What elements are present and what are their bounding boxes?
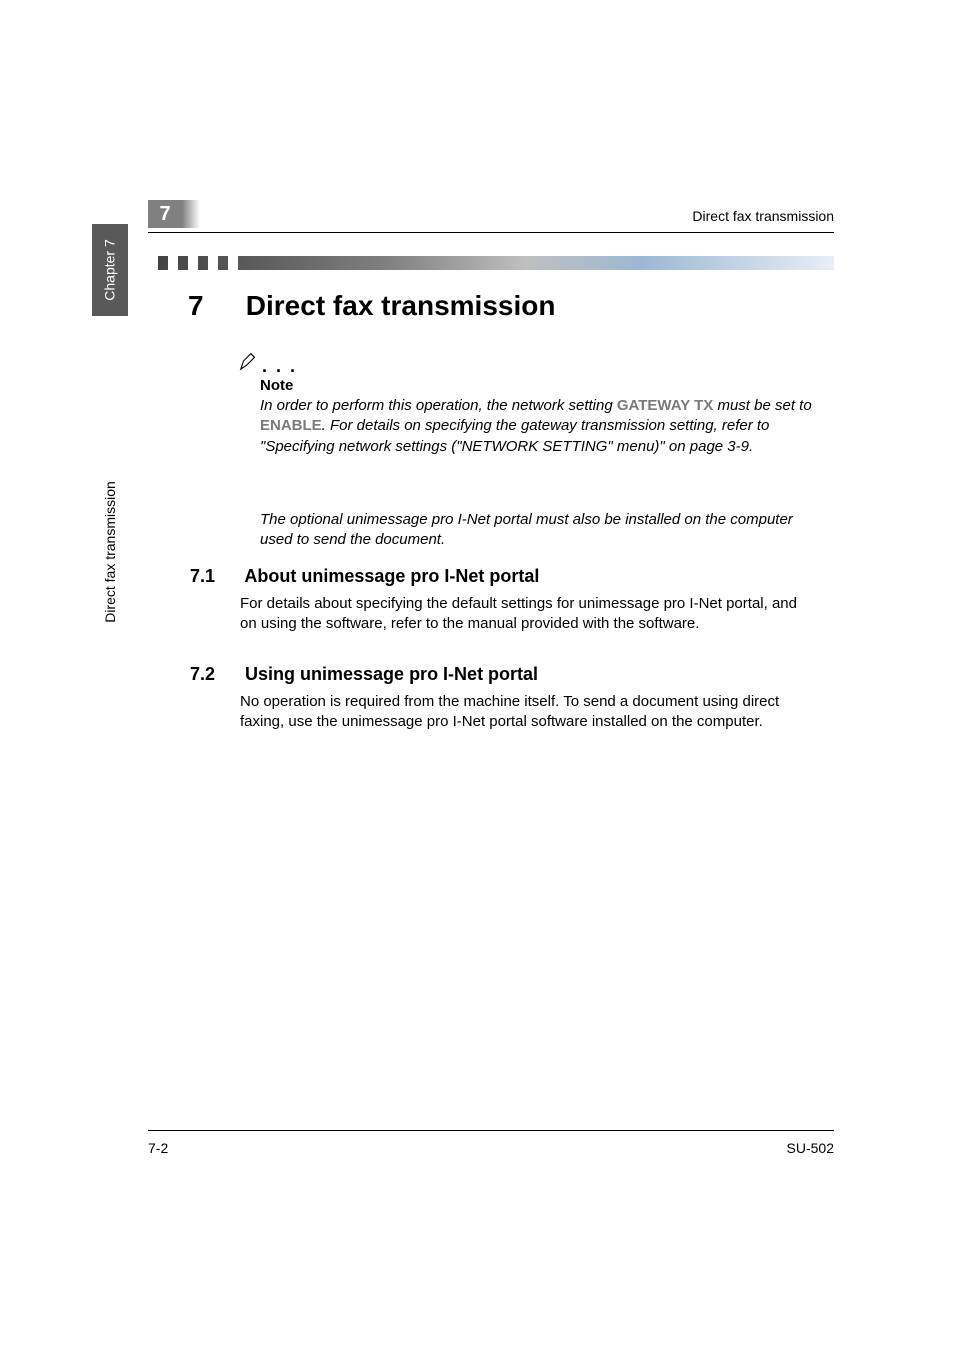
chapter-tab: Chapter 7 bbox=[92, 224, 128, 316]
gradient-tick bbox=[208, 256, 218, 270]
note-pen-icon bbox=[238, 350, 260, 372]
gradient-ticks bbox=[148, 256, 248, 270]
header-rule bbox=[148, 232, 834, 233]
side-section-text: Direct fax transmission bbox=[102, 481, 118, 623]
note-keyword: GATEWAY TX bbox=[617, 397, 713, 414]
section-number: 7.1 bbox=[190, 566, 240, 587]
chapter-number-badge-fade bbox=[182, 200, 200, 228]
note-dots: . . . bbox=[262, 356, 297, 377]
note-text: . For details on specifying the gateway … bbox=[260, 417, 769, 454]
chapter-number-badge: 7 bbox=[148, 200, 182, 228]
section-title: About unimessage pro I-Net portal bbox=[244, 566, 539, 586]
note-body-1: In order to perform this operation, the … bbox=[260, 396, 814, 457]
note-keyword: ENABLE bbox=[260, 417, 322, 434]
page: Chapter 7 Direct fax transmission 7 Dire… bbox=[0, 0, 954, 1351]
section-number: 7.2 bbox=[190, 664, 240, 685]
note-text: must be set to bbox=[713, 397, 811, 414]
note-body-2: The optional unimessage pro I-Net portal… bbox=[260, 510, 814, 551]
gradient-tick bbox=[188, 256, 198, 270]
section-body-7-2: No operation is required from the machin… bbox=[240, 692, 814, 733]
chapter-title: 7 Direct fax transmission bbox=[188, 290, 555, 322]
gradient-tick bbox=[148, 256, 158, 270]
chapter-number: 7 bbox=[159, 203, 170, 226]
chapter-title-number: 7 bbox=[188, 290, 238, 322]
chapter-title-text: Direct fax transmission bbox=[246, 290, 556, 321]
note-label: Note bbox=[260, 377, 293, 394]
gradient-tick bbox=[228, 256, 238, 270]
side-section-label: Direct fax transmission bbox=[98, 330, 122, 560]
note-text: In order to perform this operation, the … bbox=[260, 397, 617, 414]
chapter-tab-label: Chapter 7 bbox=[102, 239, 118, 300]
section-heading-7-2: 7.2 Using unimessage pro I-Net portal bbox=[190, 664, 814, 685]
section-body-7-1: For details about specifying the default… bbox=[240, 594, 814, 635]
footer-page-number: 7-2 bbox=[148, 1140, 168, 1156]
section-gradient-bar bbox=[148, 256, 834, 270]
section-heading-7-1: 7.1 About unimessage pro I-Net portal bbox=[190, 566, 814, 587]
footer-doc-code: SU-502 bbox=[787, 1140, 834, 1156]
section-title: Using unimessage pro I-Net portal bbox=[245, 664, 538, 684]
gradient-tick bbox=[168, 256, 178, 270]
footer-rule bbox=[148, 1130, 834, 1131]
running-header: Direct fax transmission bbox=[692, 208, 834, 224]
